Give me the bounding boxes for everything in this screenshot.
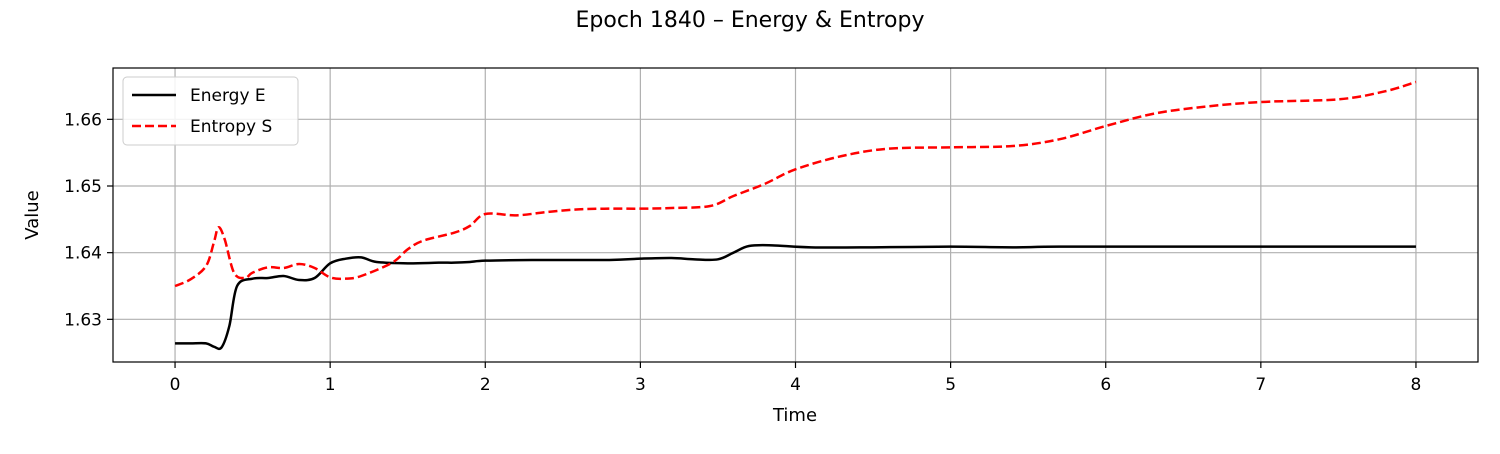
y-axis-ticks: 1.63 1.64 1.65 1.66 [64, 110, 113, 330]
x-tick-label: 6 [1100, 375, 1111, 395]
x-tick-label: 1 [325, 375, 336, 395]
series-line-entropy [174, 80, 1417, 288]
legend-label-energy: Energy E [190, 86, 266, 106]
series-line-energy [175, 243, 1416, 351]
chart-title: Epoch 1840 – Energy & Entropy [576, 8, 925, 33]
x-tick-label: 7 [1255, 375, 1266, 395]
y-tick-label: 1.63 [64, 310, 102, 330]
x-tick-label: 3 [635, 375, 646, 395]
y-tick-label: 1.64 [64, 244, 102, 264]
y-axis-title: Value [22, 190, 43, 239]
x-tick-label: 5 [945, 375, 956, 395]
x-tick-label: 8 [1411, 375, 1422, 395]
series-lines [174, 80, 1417, 351]
legend-label-entropy: Entropy S [190, 117, 272, 137]
y-tick-label: 1.66 [64, 110, 102, 130]
x-axis-ticks: 0 1 2 3 4 5 6 7 8 [170, 362, 1422, 395]
x-tick-label: 2 [480, 375, 491, 395]
grid [113, 68, 1478, 362]
x-tick-label: 4 [790, 375, 801, 395]
x-axis-title: Time [772, 405, 817, 426]
y-tick-label: 1.65 [64, 177, 102, 197]
legend: Energy E Entropy S [122, 76, 299, 146]
x-tick-label: 0 [170, 375, 181, 395]
